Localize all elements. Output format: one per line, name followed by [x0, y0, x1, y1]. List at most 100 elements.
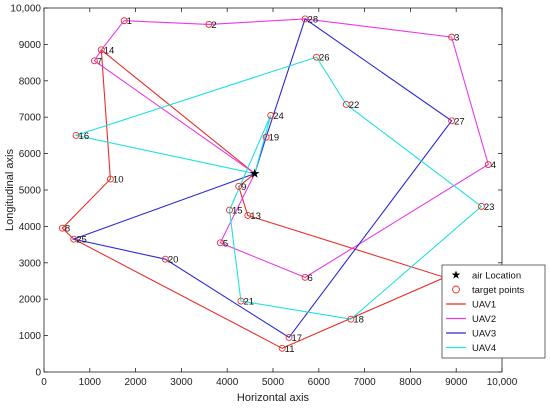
target-point-25	[70, 235, 78, 243]
target-point-2	[205, 20, 213, 28]
target-label-1: 1	[127, 16, 132, 27]
y-tick-label: 4000	[19, 222, 42, 233]
y-tick-label: 5000	[19, 186, 42, 197]
target-label-9: 9	[241, 182, 246, 193]
target-label-16: 16	[79, 131, 90, 142]
target-point-28	[301, 15, 309, 23]
target-label-22: 22	[349, 100, 360, 111]
y-tick-label: 1000	[19, 331, 42, 342]
target-point-20	[161, 255, 169, 263]
y-tick-label: 10,000	[10, 4, 41, 15]
target-point-22	[342, 101, 350, 108]
legend-circle-icon	[452, 285, 460, 294]
target-point-26	[313, 53, 320, 61]
air-location-star-icon	[249, 168, 260, 178]
x-tick-label: 2000	[124, 377, 147, 388]
x-tick-label: 4000	[216, 377, 239, 388]
route-uav2	[93, 18, 489, 279]
y-tick-label: 6000	[19, 149, 42, 160]
target-label-17: 17	[292, 333, 303, 344]
y-tick-label: 9000	[19, 40, 42, 51]
target-point-5	[216, 239, 224, 247]
x-tick-label: 0	[41, 377, 47, 388]
target-point-7	[90, 57, 98, 65]
x-tick-label: 9000	[445, 377, 468, 388]
target-label-15: 15	[232, 206, 243, 217]
legend-star-icon	[451, 270, 461, 279]
x-tick-label: 3000	[170, 377, 193, 388]
target-point-24	[267, 111, 275, 119]
legend-label: UAV3	[472, 329, 496, 340]
x-tick-label: 10,000	[487, 377, 518, 388]
x-axis-label: Horizontal axis	[237, 392, 310, 404]
y-tick-label: 3000	[19, 258, 42, 269]
legend-label: UAV1	[472, 300, 496, 311]
y-tick-label: 8000	[19, 76, 42, 87]
target-label-28: 28	[308, 14, 319, 25]
y-axis-ticks: 0 1000 2000 3000 4000 5000 6000 7000 8000 9000 10,…	[10, 4, 502, 379]
target-point-10	[106, 175, 114, 183]
target-label-14: 14	[104, 45, 115, 56]
route-uav3	[71, 18, 453, 339]
target-point-3	[448, 33, 456, 41]
target-label-13: 13	[250, 211, 261, 222]
y-tick-label: 2000	[19, 295, 42, 306]
target-point-18	[347, 315, 355, 323]
x-tick-label: 6000	[308, 377, 331, 388]
target-label-4: 4	[491, 160, 496, 171]
legend-label: target points	[472, 285, 525, 296]
air-location	[249, 168, 260, 178]
target-point-9	[235, 182, 243, 190]
target-point-8	[58, 224, 66, 232]
target-point-23	[477, 202, 485, 210]
target-label-10: 10	[113, 175, 124, 186]
target-label-11: 11	[285, 344, 295, 355]
target-points: 1234567891011121314151617181920212223242…	[58, 14, 496, 355]
target-label-21: 21	[243, 297, 254, 308]
target-point-21	[237, 297, 245, 305]
y-axis-label: Longitudinal axis	[4, 149, 16, 231]
uav-routes	[61, 18, 489, 349]
target-point-6	[301, 273, 309, 281]
x-tick-label: 7000	[353, 377, 376, 388]
target-label-26: 26	[319, 53, 330, 64]
target-label-8: 8	[65, 224, 70, 235]
target-label-2: 2	[211, 20, 216, 31]
target-label-23: 23	[484, 202, 495, 213]
target-point-17	[285, 333, 293, 341]
target-label-6: 6	[308, 273, 313, 284]
target-label-25: 25	[76, 235, 87, 246]
y-tick-label: 0	[35, 368, 41, 379]
target-label-18: 18	[353, 315, 364, 326]
legend-label: UAV4	[472, 343, 496, 354]
target-point-15	[226, 206, 233, 214]
target-point-19	[262, 133, 270, 141]
route-uav1	[61, 48, 447, 349]
target-point-13	[244, 212, 252, 219]
x-tick-label: 5000	[262, 377, 285, 388]
target-label-7: 7	[97, 56, 102, 67]
target-point-11	[278, 344, 286, 352]
target-point-16	[72, 131, 80, 139]
x-axis-ticks: 0 1000 2000 3000 4000 5000 6000 7000 8000 9000 10,…	[41, 8, 518, 388]
target-point-4	[484, 161, 492, 168]
target-point-27	[448, 117, 456, 125]
plot-border	[43, 7, 503, 373]
target-label-3: 3	[454, 33, 459, 44]
legend-label: UAV2	[472, 314, 496, 325]
route-uav4	[73, 56, 483, 320]
target-label-19: 19	[269, 133, 280, 144]
target-point-14	[97, 46, 105, 54]
legend-box	[441, 264, 546, 359]
target-label-20: 20	[168, 255, 179, 266]
legend: air Location target points UAV1 UAV2 UAV3 UAV…	[441, 264, 546, 359]
x-tick-label: 8000	[399, 377, 422, 388]
target-label-24: 24	[273, 111, 284, 122]
target-point-1	[120, 17, 128, 25]
plot-frame	[43, 7, 503, 373]
target-label-5: 5	[223, 238, 228, 249]
x-tick-label: 1000	[79, 377, 102, 388]
y-tick-label: 7000	[19, 113, 42, 124]
legend-label: air Location	[472, 271, 521, 282]
